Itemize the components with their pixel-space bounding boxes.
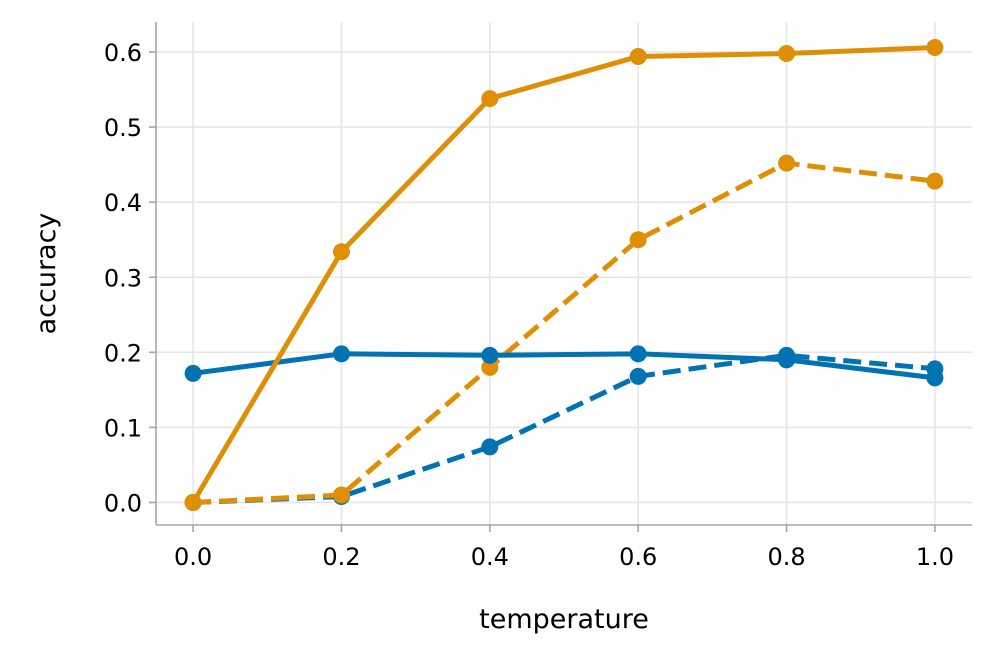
data-point-orange-solid (332, 243, 350, 261)
y-tick-label: 0.3 (104, 264, 142, 292)
grid (156, 22, 972, 525)
data-point-orange-solid (481, 90, 499, 108)
ticks: 0.0 0.2 0.4 0.6 0.8 1.0 0.0 0.1 0.2 0.3 0.4 0.5 0.6 (104, 39, 954, 571)
x-axis-title: temperature (479, 604, 649, 635)
data-point-orange-solid (778, 45, 796, 63)
series-line-orange-dashed (192, 160, 936, 505)
data-point-orange-dashed (926, 172, 944, 190)
y-tick-label: 0.0 (104, 489, 142, 517)
y-tick-label: 0.5 (104, 114, 142, 142)
y-tick-label: 0.4 (104, 189, 142, 217)
data-point-blue-dashed (481, 438, 499, 456)
data-point-blue-solid (778, 351, 796, 369)
axes (155, 22, 972, 526)
x-tick-label: 0.8 (767, 543, 805, 571)
y-tick-label: 0.1 (104, 414, 142, 442)
data-point-blue-solid (184, 364, 202, 382)
data-point-blue-dashed (629, 367, 647, 385)
x-tick-label: 0.0 (174, 543, 212, 571)
y-tick-label: 0.6 (104, 39, 142, 67)
y-axis-title: accuracy (31, 213, 62, 335)
data-point-blue-solid (926, 369, 944, 387)
x-tick-label: 1.0 (916, 543, 954, 571)
x-tick-label: 0.2 (322, 543, 360, 571)
series (184, 39, 944, 511)
data-point-orange-solid (184, 493, 202, 511)
x-tick-label: 0.6 (619, 543, 657, 571)
data-point-orange-solid (926, 39, 944, 57)
series-line-orange-solid (190, 45, 936, 504)
data-point-orange-dashed (778, 154, 796, 172)
data-point-orange-dashed (332, 486, 350, 504)
y-tick-label: 0.2 (104, 339, 142, 367)
x-tick-label: 0.4 (471, 543, 509, 571)
data-point-orange-dashed (481, 358, 499, 376)
data-point-orange-solid (629, 48, 647, 66)
data-point-blue-solid (481, 346, 499, 364)
data-point-blue-solid (629, 345, 647, 363)
series-line-blue-dashed (192, 352, 936, 505)
series-line-blue-solid (192, 351, 936, 381)
data-point-orange-dashed (629, 231, 647, 249)
data-point-blue-solid (332, 345, 350, 363)
